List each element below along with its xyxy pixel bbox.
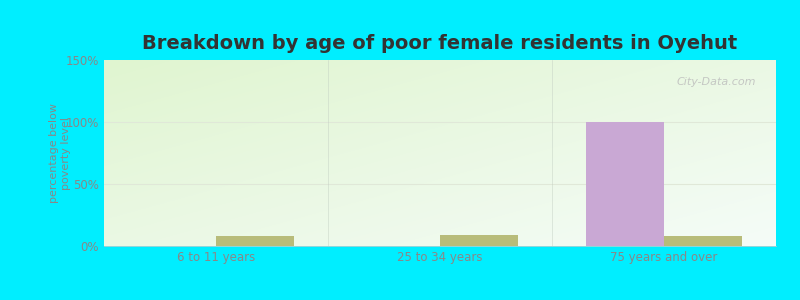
Bar	[664, 236, 742, 246]
Bar	[586, 122, 664, 246]
Text: City-Data.com: City-Data.com	[676, 77, 756, 87]
Bar	[440, 235, 518, 246]
Title: Breakdown by age of poor female residents in Oyehut: Breakdown by age of poor female resident…	[142, 34, 738, 53]
Y-axis label: percentage below
poverty level: percentage below poverty level	[50, 103, 71, 203]
Bar	[216, 236, 294, 246]
